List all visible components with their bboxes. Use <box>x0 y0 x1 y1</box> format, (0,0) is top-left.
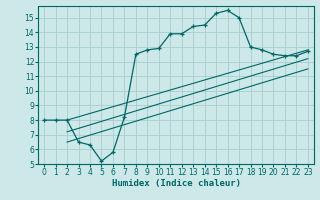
X-axis label: Humidex (Indice chaleur): Humidex (Indice chaleur) <box>111 179 241 188</box>
